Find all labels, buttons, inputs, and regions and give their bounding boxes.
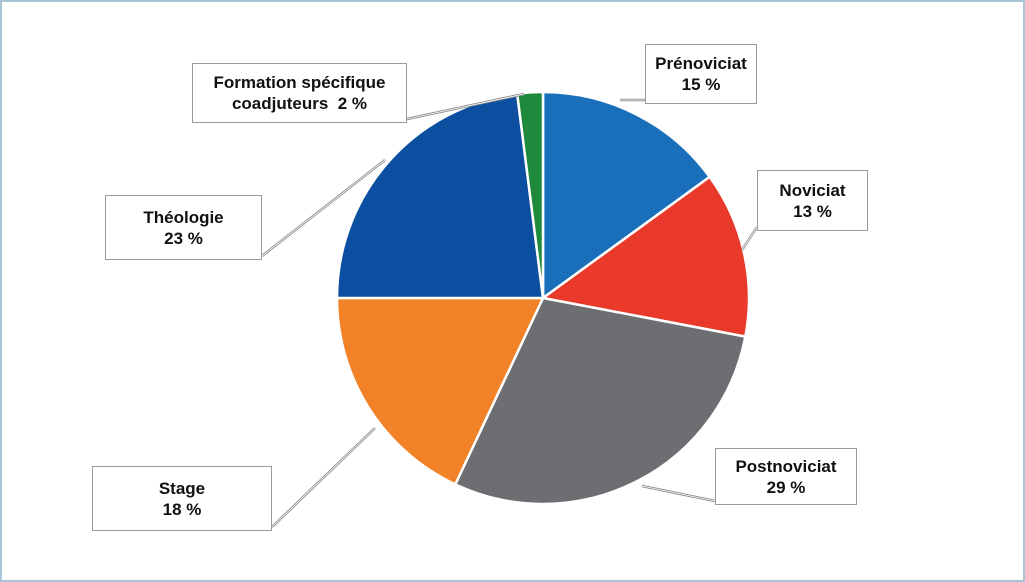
label-text: Postnoviciat 29 %: [735, 456, 836, 498]
leader-line: [741, 226, 758, 251]
category-name: Postnoviciat: [735, 456, 837, 476]
slice-label: Formation spécifique coadjuteurs 2 %: [192, 63, 407, 123]
category-name: Stage: [158, 478, 206, 498]
value-label: 2 %: [337, 94, 368, 113]
category-name: Noviciat: [779, 180, 846, 200]
slice-label: Théologie 23 %: [105, 195, 262, 260]
leader-line: [406, 93, 525, 120]
leader-line: [261, 159, 386, 257]
pie-slice: [335, 296, 545, 487]
pie-slice: [515, 90, 545, 299]
slice-label: Prénoviciat 15 %: [645, 44, 757, 104]
slice-label: Noviciat 13 %: [757, 170, 868, 231]
pie-slice: [539, 175, 751, 339]
pie-slice: [335, 92, 545, 300]
category-name: Théologie: [143, 207, 224, 227]
label-text: Stage 18 %: [159, 478, 205, 520]
category-name: Formation spécifique coadjuteurs: [213, 73, 386, 113]
category-name: Prénoviciat: [655, 54, 747, 73]
leader-line: [271, 427, 376, 528]
leader-line: [641, 485, 716, 502]
label-text: Noviciat 13 %: [779, 180, 845, 222]
value-label: 29 %: [766, 477, 806, 497]
label-text: Théologie 23 %: [143, 207, 223, 249]
slice-label: Stage 18 %: [92, 466, 272, 531]
pie-slice: [541, 90, 712, 301]
label-text: Formation spécifique coadjuteurs 2 %: [205, 72, 395, 114]
value-label: 13 %: [793, 201, 832, 221]
value-label: 15 %: [681, 75, 721, 94]
label-text: Prénoviciat 15 %: [655, 53, 747, 95]
value-label: 18 %: [162, 499, 202, 519]
slice-label: Postnoviciat 29 %: [715, 448, 857, 505]
pie-slice: [453, 296, 747, 506]
value-label: 23 %: [164, 228, 203, 248]
